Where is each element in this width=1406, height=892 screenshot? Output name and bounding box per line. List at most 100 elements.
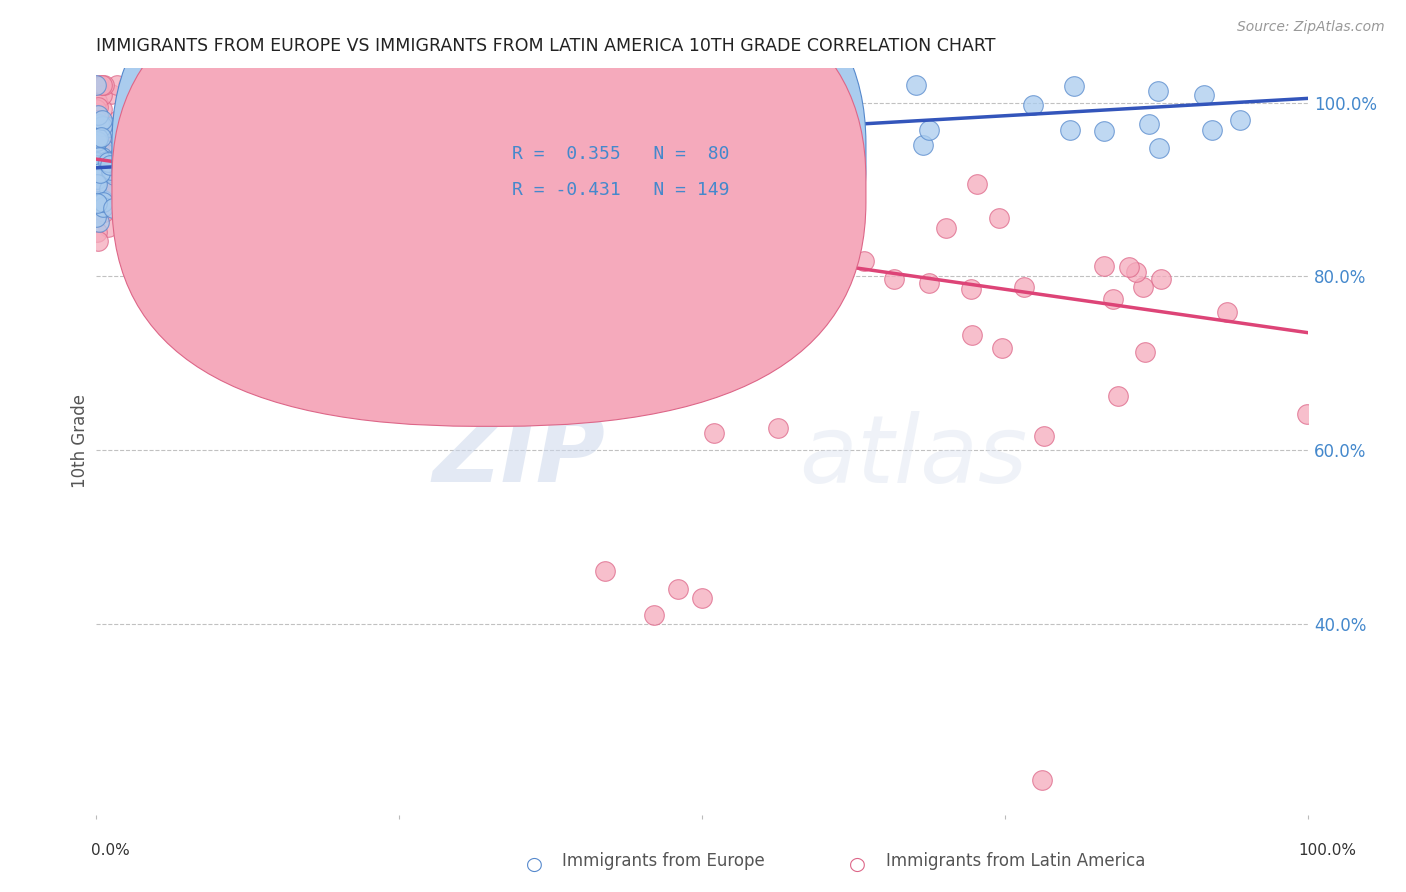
Point [91,119,114,133]
Text: Source: ZipAtlas.com: Source: ZipAtlas.com [1237,20,1385,34]
Point [299,116,322,130]
Point [513,175,536,189]
Text: 0.0%: 0.0% [91,843,131,858]
Point [93,177,115,191]
Point [110,151,132,165]
Point [134,159,156,173]
Point [138,104,160,119]
Point [807,226,830,240]
Point [378,181,401,195]
Point [86,225,108,239]
Point [274,214,297,228]
Point [149,78,172,93]
Point [332,140,354,154]
Point [1150,272,1173,286]
Point [236,266,259,280]
Point [1295,407,1317,421]
Point [643,607,665,622]
Point [89,142,111,156]
Point [990,341,1012,355]
Point [1132,280,1154,294]
Point [114,113,136,128]
Point [184,136,207,150]
Point [84,146,107,161]
Point [149,135,172,149]
Point [640,226,662,240]
Point [89,190,111,204]
Point [489,224,512,238]
Point [84,130,107,145]
Point [127,208,149,222]
Point [766,421,789,435]
Point [1107,389,1129,403]
Point [231,199,253,213]
Point [388,135,411,149]
Point [86,196,108,211]
Point [148,178,170,193]
Point [1118,260,1140,275]
Point [127,161,149,175]
Text: ○: ○ [526,855,543,873]
Point [86,134,108,148]
Point [613,247,636,261]
Point [97,156,120,170]
Point [98,158,121,172]
Point [91,192,114,206]
Point [356,144,378,158]
Point [94,179,117,194]
Point [315,220,337,235]
Point [93,142,115,156]
Point [439,219,461,234]
Point [1059,122,1081,136]
Point [690,591,713,605]
Point [86,204,108,219]
Point [776,277,799,292]
Point [262,122,284,136]
Point [117,78,139,93]
Point [87,194,110,208]
Point [128,199,150,213]
Point [86,147,108,161]
Point [1147,141,1170,155]
Point [90,132,112,146]
Point [278,213,301,227]
Point [89,166,111,180]
Point [84,151,107,165]
Point [725,142,748,156]
Point [128,167,150,181]
Point [717,257,740,271]
Point [323,153,346,168]
Point [912,138,935,153]
Point [661,238,683,252]
Point [93,200,115,214]
Point [86,163,108,178]
Point [337,161,360,176]
Point [128,217,150,231]
Point [368,194,391,208]
Point [676,329,699,343]
Point [98,181,121,195]
Point [1147,84,1170,98]
Point [86,118,108,132]
Point [86,172,108,186]
Point [772,240,794,254]
Point [1192,87,1215,102]
Point [96,147,118,161]
Text: R = -0.431   N = 149: R = -0.431 N = 149 [512,181,730,199]
Point [607,208,630,222]
Point [91,102,114,116]
Point [100,165,122,179]
Point [793,123,815,137]
Text: ○: ○ [849,855,866,873]
Point [86,183,108,197]
Point [87,234,110,248]
FancyBboxPatch shape [112,0,866,392]
Point [105,78,128,93]
Point [93,78,115,93]
Text: Immigrants from Latin America: Immigrants from Latin America [886,852,1144,870]
Point [506,211,529,225]
Point [117,160,139,174]
Point [91,113,114,128]
Point [883,272,905,286]
Point [86,128,108,142]
